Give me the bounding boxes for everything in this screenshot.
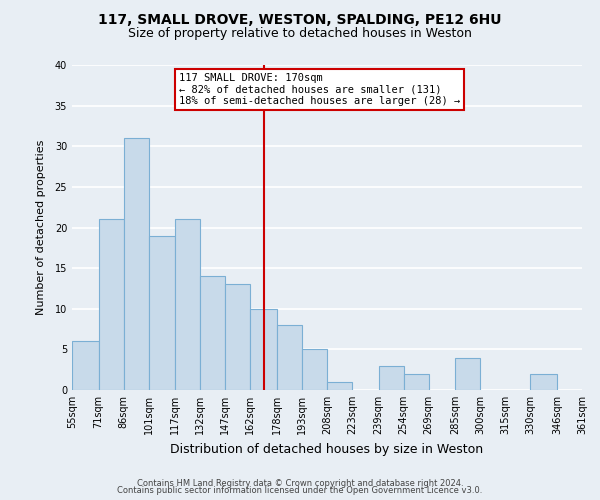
Text: Size of property relative to detached houses in Weston: Size of property relative to detached ho… [128, 28, 472, 40]
Bar [327, 382, 352, 390]
X-axis label: Distribution of detached houses by size in Weston: Distribution of detached houses by size … [170, 442, 484, 456]
Bar [455, 358, 481, 390]
Bar [149, 236, 175, 390]
Text: 117, SMALL DROVE, WESTON, SPALDING, PE12 6HU: 117, SMALL DROVE, WESTON, SPALDING, PE12… [98, 12, 502, 26]
Bar [404, 374, 428, 390]
Bar [175, 220, 200, 390]
Text: Contains public sector information licensed under the Open Government Licence v3: Contains public sector information licen… [118, 486, 482, 495]
Y-axis label: Number of detached properties: Number of detached properties [37, 140, 46, 315]
Bar [72, 341, 98, 390]
Bar [530, 374, 557, 390]
Bar [200, 276, 226, 390]
Bar [379, 366, 404, 390]
Bar [226, 284, 250, 390]
Text: 117 SMALL DROVE: 170sqm
← 82% of detached houses are smaller (131)
18% of semi-d: 117 SMALL DROVE: 170sqm ← 82% of detache… [179, 73, 460, 106]
Text: Contains HM Land Registry data © Crown copyright and database right 2024.: Contains HM Land Registry data © Crown c… [137, 478, 463, 488]
Bar [302, 350, 327, 390]
Bar [250, 308, 277, 390]
Bar [277, 325, 302, 390]
Bar [124, 138, 149, 390]
Bar [98, 220, 124, 390]
